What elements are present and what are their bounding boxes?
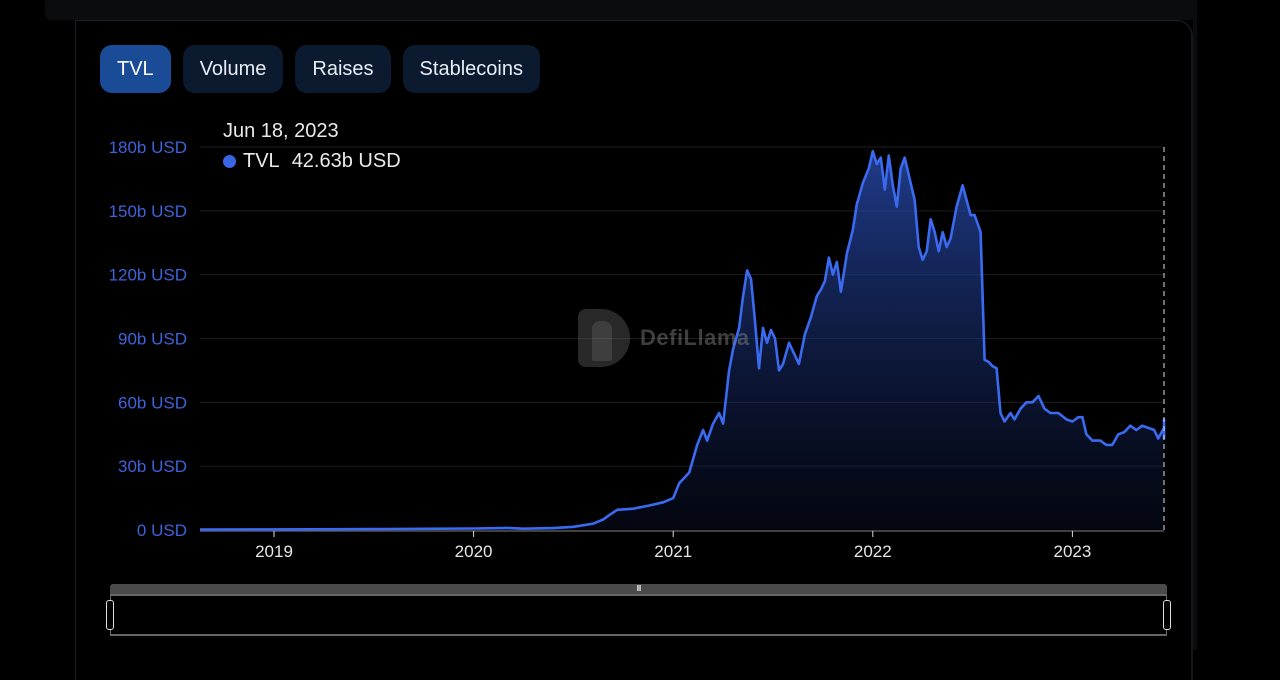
svg-text:2021: 2021 <box>654 542 692 561</box>
svg-text:2023: 2023 <box>1053 542 1091 561</box>
grid-lines <box>200 146 1164 467</box>
tooltip-series-name: TVL <box>243 150 280 172</box>
tooltip-date: Jun 18, 2023 <box>223 120 339 142</box>
y-axis: 0 USD 30b USD 60b USD 90b USD 120b USD 150b U… <box>109 138 187 540</box>
svg-text:90b USD: 90b USD <box>118 330 187 349</box>
chart-tabs: TVL Volume Raises Stablecoins <box>100 45 540 93</box>
svg-text:120b USD: 120b USD <box>109 266 187 285</box>
tab-volume[interactable]: Volume <box>182 45 284 93</box>
tvl-line <box>199 150 1166 531</box>
svg-text:2022: 2022 <box>854 542 892 561</box>
chart-card <box>75 20 1193 680</box>
svg-text:180b USD: 180b USD <box>109 138 187 157</box>
svg-text:0 USD: 0 USD <box>137 521 187 540</box>
svg-text:2019: 2019 <box>255 542 293 561</box>
slider-drag-bar[interactable]: III <box>110 584 1167 594</box>
tooltip-series: TVL 42.63b USD <box>223 150 401 173</box>
tooltip-value: 42.63b USD <box>291 150 401 172</box>
tvl-area <box>200 151 1164 531</box>
slider-handle-right[interactable] <box>1163 600 1171 630</box>
grip-icon: III <box>636 584 642 593</box>
series-dot-icon <box>223 155 236 168</box>
slider-handle-left[interactable] <box>106 600 114 630</box>
right-panel-edge <box>1193 0 1197 650</box>
svg-text:60b USD: 60b USD <box>118 393 187 412</box>
svg-text:150b USD: 150b USD <box>109 202 187 221</box>
slider-window[interactable] <box>110 594 1167 636</box>
tab-stablecoins[interactable]: Stablecoins <box>402 45 540 93</box>
svg-text:2020: 2020 <box>455 542 493 561</box>
header-panel <box>45 0 1197 20</box>
tab-tvl[interactable]: TVL <box>100 45 171 93</box>
tvl-chart[interactable]: 0 USD 30b USD 60b USD 90b USD 120b USD 150b U… <box>0 0 1280 650</box>
data-zoom-slider[interactable]: III <box>106 584 1171 637</box>
defillama-watermark: DefiLlama <box>578 309 750 367</box>
watermark-text: DefiLlama <box>640 325 750 350</box>
svg-text:30b USD: 30b USD <box>118 457 187 476</box>
x-axis: 2019 2020 2021 2022 2023 <box>200 530 1164 561</box>
llama-logo-icon <box>578 309 630 367</box>
tab-raises[interactable]: Raises <box>295 45 391 93</box>
